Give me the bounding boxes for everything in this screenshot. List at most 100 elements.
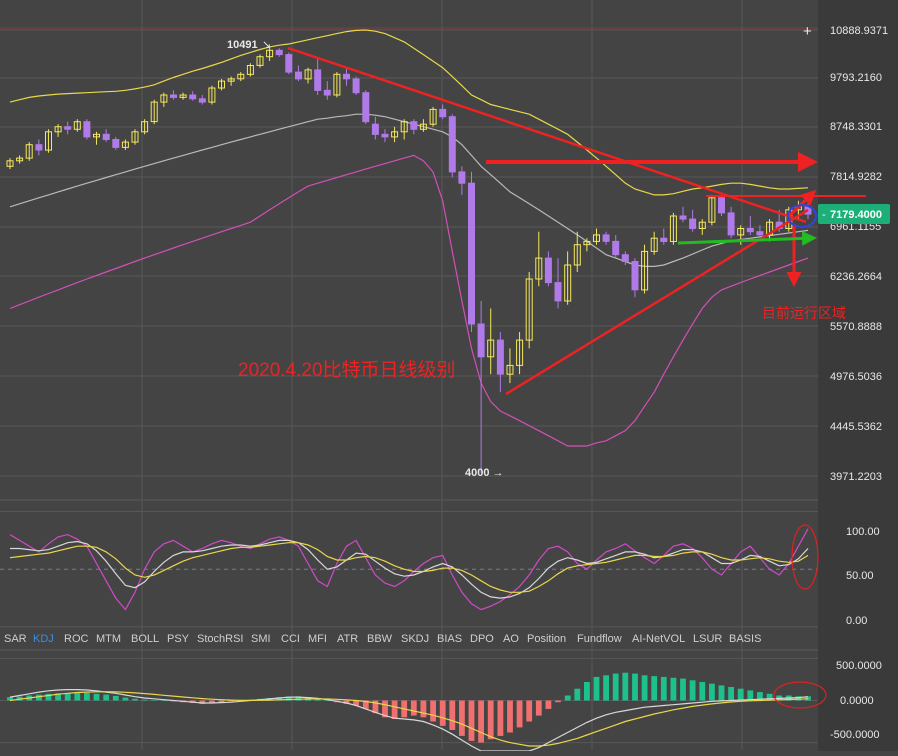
- candles-layer[interactable]: [6, 46, 812, 473]
- candle-body-down: [689, 218, 697, 230]
- macd-bar-negative: [209, 700, 215, 703]
- candle: [64, 121, 72, 135]
- candle-body-down: [83, 121, 91, 138]
- candle: [660, 228, 668, 245]
- indicator-tab-kdj[interactable]: KDJ: [33, 633, 54, 645]
- candle-body-down: [314, 69, 322, 91]
- candle-body-up: [516, 339, 524, 366]
- candle-body-up: [525, 278, 533, 341]
- main-grid: [0, 0, 818, 750]
- indicator-tab-sar[interactable]: SAR: [4, 633, 27, 645]
- indicator-tab-lsur[interactable]: LSUR: [693, 633, 723, 645]
- indicator-tab-bbw[interactable]: BBW: [367, 633, 393, 645]
- indicator-tab-bias[interactable]: BIAS: [437, 633, 463, 645]
- macd-bar-negative: [430, 700, 436, 722]
- candle: [285, 52, 293, 75]
- indicator-tab-stochrsi[interactable]: StochRSI: [197, 633, 244, 645]
- candle: [314, 58, 322, 96]
- candle: [448, 114, 456, 178]
- candle: [496, 331, 504, 393]
- macd-bar-positive: [766, 693, 773, 701]
- breakout-up-arrow: [788, 189, 817, 217]
- candle: [746, 215, 754, 235]
- indicator-tab-cci[interactable]: CCI: [281, 633, 300, 645]
- macd-bar-positive: [699, 682, 706, 701]
- candle: [564, 251, 572, 305]
- candle-body-down: [362, 92, 370, 123]
- candle: [6, 158, 14, 170]
- candle: [516, 331, 524, 375]
- macd-bar-positive: [709, 683, 715, 701]
- candle: [189, 91, 197, 101]
- macd-bar-positive: [795, 696, 802, 701]
- add-indicator-button[interactable]: +: [803, 23, 812, 40]
- macd-dif-line: [9, 688, 809, 752]
- candle: [362, 90, 370, 125]
- indicator-tab-fundflow[interactable]: Fundflow: [577, 633, 622, 645]
- candle: [237, 72, 245, 82]
- macd-bar-negative: [535, 700, 542, 716]
- boll-mid-line: [9, 113, 809, 267]
- candle-body-up: [256, 56, 264, 66]
- candle-body-up: [160, 94, 168, 103]
- indicator-tab-ai-netvol[interactable]: AI-NetVOL: [632, 633, 686, 645]
- candle-body-up: [246, 65, 254, 75]
- candle-body-up: [227, 78, 235, 82]
- candle-body-down: [381, 133, 389, 138]
- indicator-tab-atr[interactable]: ATR: [337, 633, 359, 645]
- macd-bar-negative: [545, 700, 552, 709]
- candle: [83, 119, 91, 140]
- macd-bar-positive: [285, 696, 292, 701]
- candle: [419, 119, 427, 132]
- candle-body-down: [458, 171, 466, 184]
- candle: [266, 46, 274, 62]
- current-price-value: 7179.4000: [830, 209, 882, 221]
- candle-body-down: [371, 123, 379, 135]
- candle-body-down: [554, 282, 562, 302]
- indicator-tab-psy[interactable]: PSY: [167, 633, 190, 645]
- candle: [602, 231, 610, 245]
- candle: [439, 104, 447, 120]
- indicator-tab-position[interactable]: Position: [527, 633, 567, 645]
- candle-body-down: [410, 121, 418, 130]
- candle: [506, 348, 514, 384]
- price-axis-labels: 10888.9371 9793.2160 8748.3301 7814.9282…: [830, 25, 888, 483]
- macd-bar-positive: [757, 692, 763, 701]
- candle-body-up: [6, 160, 14, 167]
- candle-body-down: [544, 257, 552, 284]
- price-label: 7814.9282: [830, 171, 882, 183]
- candle: [141, 119, 149, 135]
- indicator-tab-dpo[interactable]: DPO: [470, 633, 494, 645]
- macd-bar-negative: [353, 700, 359, 706]
- candle-body-down: [112, 139, 120, 148]
- macd-lines: [9, 688, 809, 752]
- current-price-tag[interactable]: - 7179.4000: [818, 204, 890, 224]
- candle-body-down: [323, 89, 331, 96]
- candle-body-up: [400, 121, 408, 133]
- macd-bar-positive: [151, 700, 158, 701]
- indicator-tab-mfi[interactable]: MFI: [308, 633, 327, 645]
- boll-bands: [9, 29, 809, 447]
- current-zone-circle: [787, 204, 817, 228]
- price-label: 6236.2664: [830, 271, 882, 283]
- indicator-tab-smi[interactable]: SMI: [251, 633, 271, 645]
- indicator-tab-ao[interactable]: AO: [503, 633, 519, 645]
- candle: [756, 225, 764, 239]
- candle-body-down: [679, 215, 687, 220]
- macd-bar-positive: [93, 693, 100, 701]
- macd-bar-negative: [228, 700, 234, 702]
- macd-bar-negative: [449, 700, 456, 730]
- candle: [54, 124, 62, 137]
- macd-bar-negative: [199, 700, 206, 704]
- indicator-tab-basis[interactable]: BASIS: [729, 633, 762, 645]
- indicator-tab-skdj[interactable]: SKDJ: [401, 633, 430, 645]
- candle: [333, 72, 341, 98]
- indicator-tab-mtm[interactable]: MTM: [96, 633, 122, 645]
- indicator-tab-boll[interactable]: BOLL: [131, 633, 160, 645]
- candle: [689, 209, 697, 232]
- macd-dea-line: [9, 691, 809, 747]
- macd-bar-positive: [718, 685, 725, 701]
- indicator-tab-roc[interactable]: ROC: [64, 633, 89, 645]
